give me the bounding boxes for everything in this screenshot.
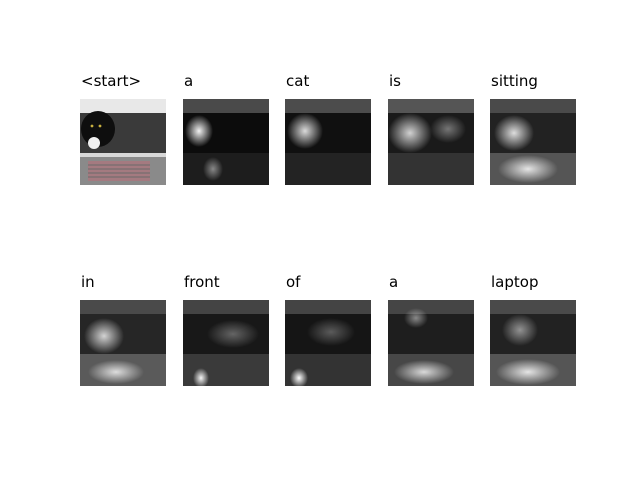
caption-word: front <box>184 273 220 291</box>
attention-map <box>80 300 166 386</box>
caption-word: of <box>286 273 301 291</box>
attention-map <box>490 300 576 386</box>
attention-map <box>285 300 371 386</box>
caption-word: <start> <box>81 72 142 90</box>
caption-word: a <box>389 273 399 291</box>
caption-word: is <box>389 72 401 90</box>
attention-map <box>285 99 371 185</box>
attention-map <box>490 99 576 185</box>
attention-map <box>388 99 474 185</box>
attention-map <box>183 99 269 185</box>
caption-word: laptop <box>491 273 539 291</box>
caption-word: a <box>184 72 194 90</box>
attention-map <box>388 300 474 386</box>
source-photo <box>80 99 166 185</box>
caption-word: sitting <box>491 72 538 90</box>
attention-map <box>183 300 269 386</box>
caption-word: in <box>81 273 95 291</box>
caption-word: cat <box>286 72 310 90</box>
